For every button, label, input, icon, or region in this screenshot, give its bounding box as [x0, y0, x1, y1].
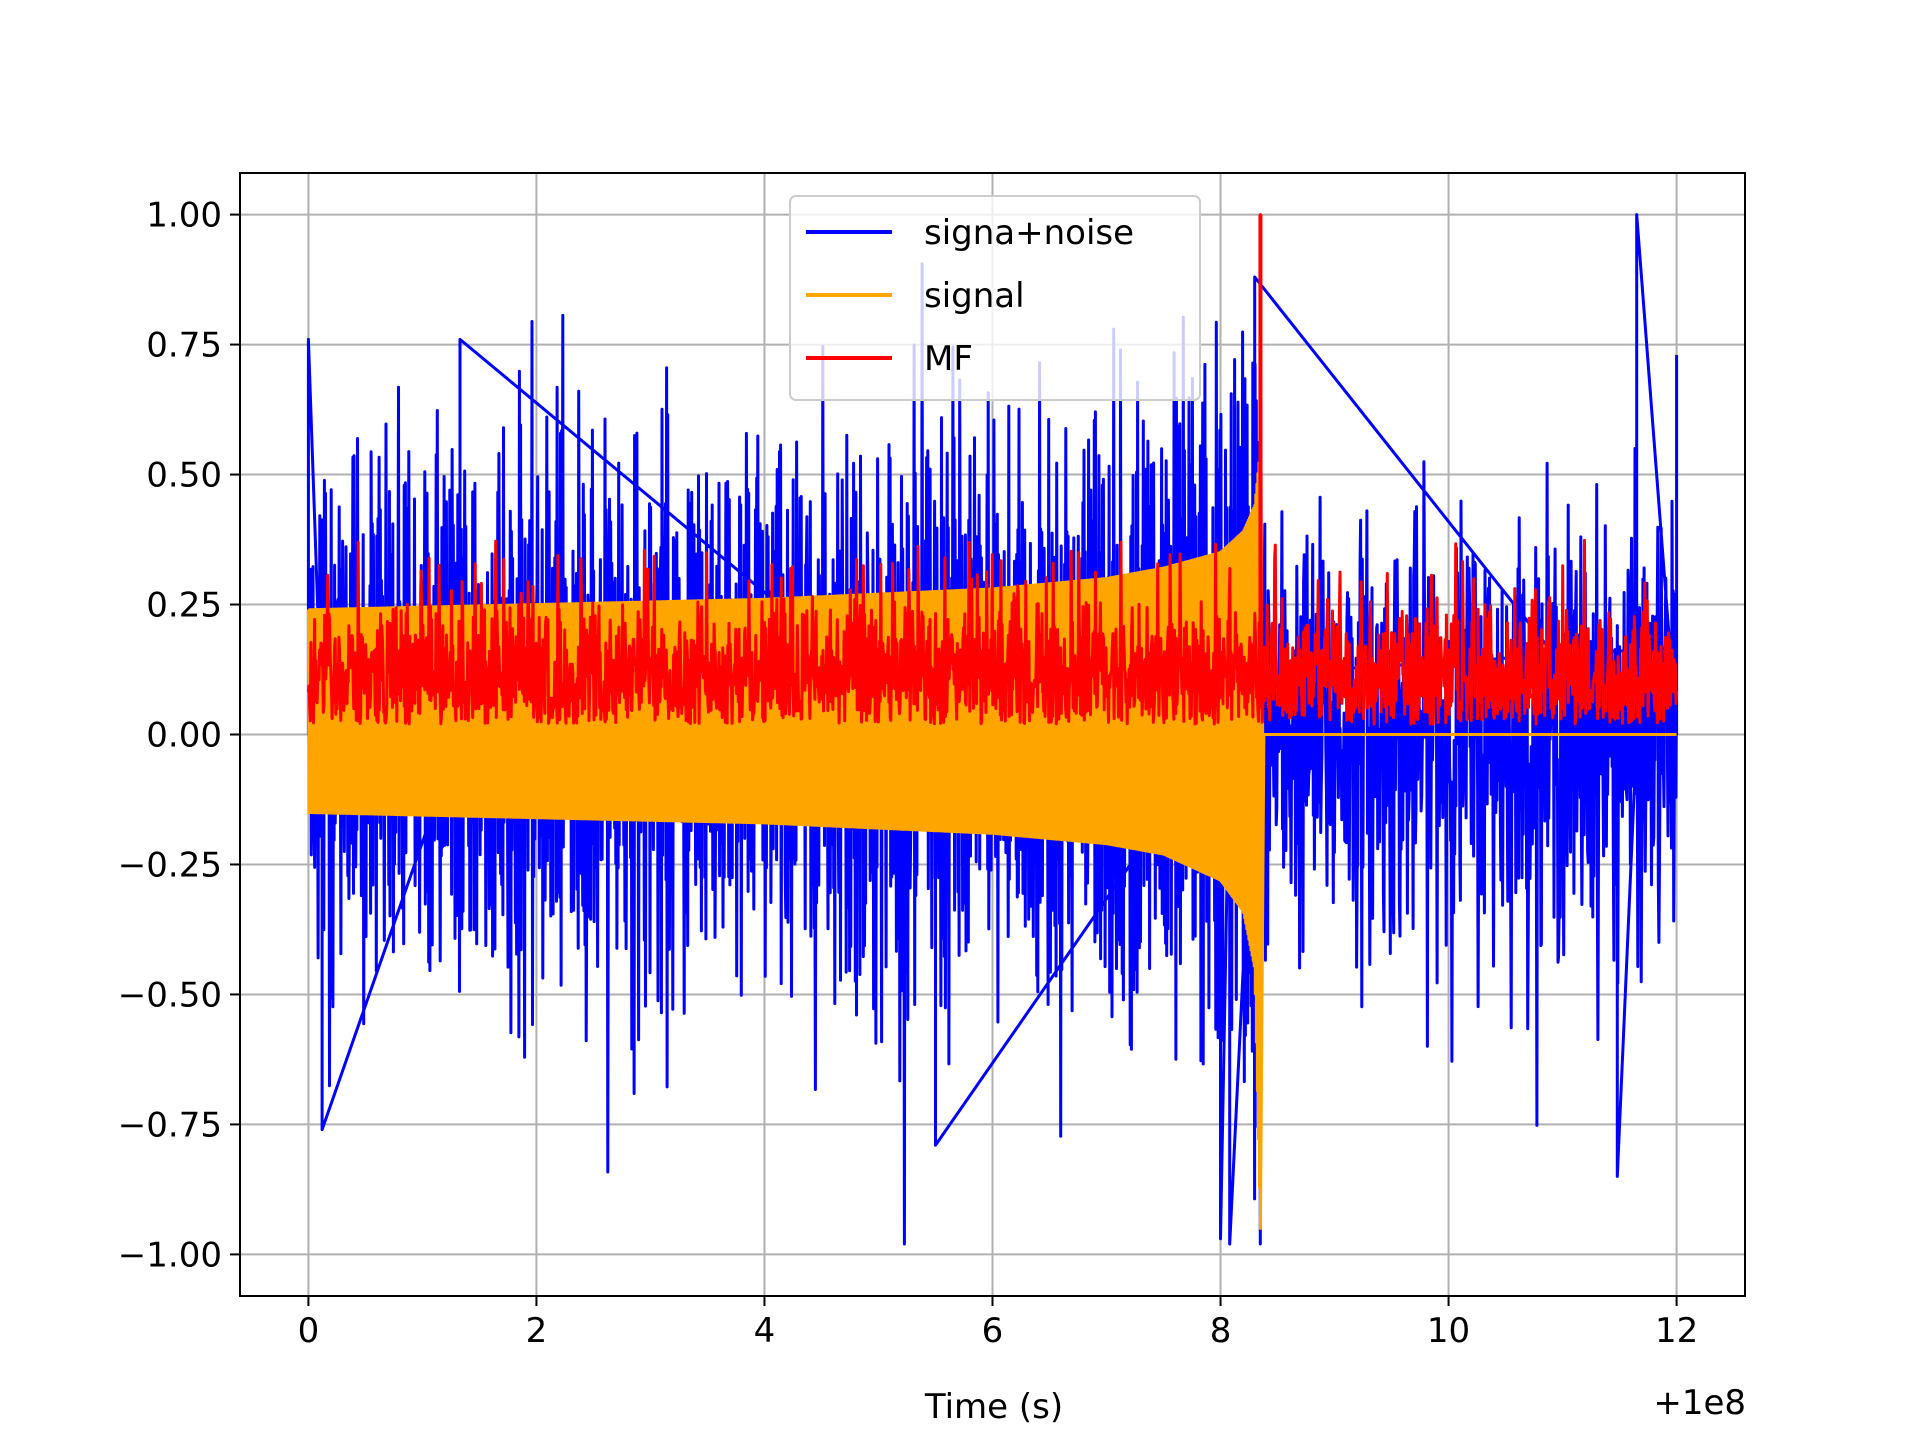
- x-tick-label-1: 2: [526, 1311, 548, 1351]
- y-tick-label-2: −0.50: [118, 975, 222, 1015]
- y-tick-label-4: 0.00: [146, 716, 222, 756]
- x-tick-label-2: 4: [754, 1311, 776, 1351]
- x-offset-label: +1e8: [1653, 1383, 1746, 1423]
- legend-label-signal: signal: [924, 276, 1025, 316]
- legend-label-mf: MF: [924, 339, 973, 379]
- y-tick-label-1: −0.75: [118, 1105, 222, 1145]
- x-tick-label-3: 6: [982, 1311, 1004, 1351]
- x-axis-label: Time (s): [924, 1387, 1063, 1427]
- x-tick-label-5: 10: [1427, 1311, 1470, 1351]
- legend: signa+noise signal MF: [790, 196, 1200, 400]
- legend-label-signa-noise: signa+noise: [924, 213, 1134, 253]
- y-tick-label-6: 0.50: [146, 456, 222, 496]
- x-tick-label-0: 0: [298, 1311, 320, 1351]
- y-tick-label-0: −1.00: [118, 1235, 222, 1275]
- y-tick-label-3: −0.25: [118, 845, 222, 885]
- x-tick-label-6: 12: [1655, 1311, 1698, 1351]
- y-tick-label-8: 1.00: [146, 196, 222, 236]
- y-tick-label-7: 0.75: [146, 326, 222, 366]
- x-tick-label-4: 8: [1210, 1311, 1232, 1351]
- y-tick-label-5: 0.25: [146, 586, 222, 626]
